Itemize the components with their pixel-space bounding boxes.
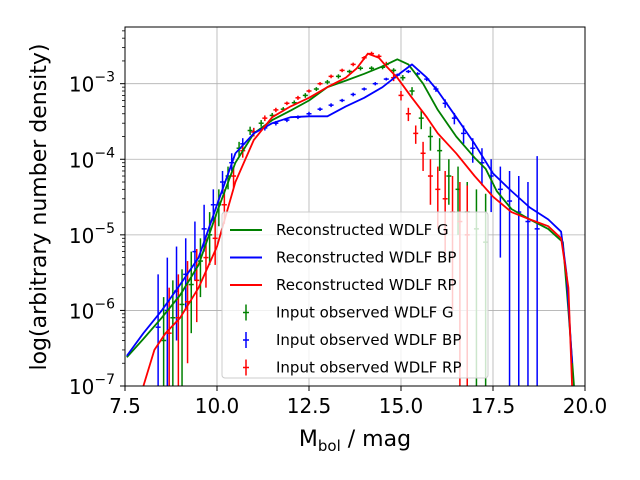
errorbar-point — [339, 98, 345, 103]
y-tick-label: 10−4 — [69, 145, 115, 172]
legend-entry: Input observed WDLF BP — [243, 331, 461, 349]
legend-label: Reconstructed WDLF G — [276, 221, 449, 239]
x-tick-label: 20.0 — [563, 394, 608, 418]
errorbar-point — [328, 74, 334, 79]
errorbar-point — [306, 89, 312, 93]
errorbar-point — [302, 93, 308, 98]
legend-entry: Input observed WDLF G — [243, 304, 454, 322]
errorbar-point — [497, 166, 503, 258]
errorbar-point — [284, 101, 290, 106]
errorbar-point — [398, 91, 404, 101]
errorbar-point — [317, 82, 323, 86]
errorbar-point — [405, 69, 411, 74]
legend-label: Input observed WDLF G — [276, 304, 454, 322]
y-axis: 10−7 10−6 10−5 10−4 10−3 — [69, 30, 125, 399]
errorbar-point — [427, 126, 433, 151]
series-line — [126, 58, 575, 386]
errorbar-point — [155, 274, 161, 386]
y-tick-label: 10−3 — [69, 70, 115, 97]
errorbar-point — [335, 74, 341, 79]
y-tick-label: 10−7 — [69, 372, 115, 399]
legend-entry: Reconstructed WDLF RP — [230, 276, 457, 294]
errorbar-point — [295, 95, 301, 100]
errorbar-point — [516, 176, 522, 386]
y-axis-label: log(arbitrary number density) — [27, 43, 52, 370]
errorbar-point — [324, 79, 330, 85]
errorbar-point — [391, 68, 397, 73]
errorbar-point — [446, 159, 452, 205]
series-layer — [126, 51, 575, 386]
errorbar-point — [400, 75, 406, 81]
errorbar-point — [369, 66, 375, 71]
errorbar-point — [247, 126, 253, 135]
errorbar-point — [258, 120, 264, 127]
x-tick-label: 10.0 — [195, 394, 240, 418]
errorbar-point — [317, 107, 323, 112]
x-tick-label: 17.5 — [471, 394, 516, 418]
errorbar-point — [372, 82, 378, 86]
x-axis: 7.5 10.0 12.5 15.0 17.5 20.0 — [109, 386, 607, 418]
errorbar-point — [212, 217, 218, 265]
y-tick-label: 10−5 — [69, 221, 115, 248]
legend-entry: Input observed WDLF RP — [243, 359, 462, 377]
errorbar-point — [313, 87, 319, 92]
errorbar-point — [409, 87, 415, 96]
legend: Reconstructed WDLF G Reconstructed WDLF B… — [221, 211, 489, 379]
errorbar-point — [350, 92, 356, 97]
errorbar-point — [418, 109, 424, 130]
errorbar-point — [166, 287, 172, 386]
series-line — [142, 52, 573, 386]
legend-entry: Reconstructed WDLF G — [230, 221, 449, 239]
errorbar-point — [188, 251, 194, 334]
errorbar-point — [339, 68, 345, 73]
errorbar-point — [525, 182, 531, 386]
x-tick-label: 7.5 — [109, 394, 141, 418]
x-tick-label: 15.0 — [379, 394, 424, 418]
errorbar-point — [405, 107, 411, 122]
series-line — [126, 63, 573, 364]
errorbar-point — [179, 269, 185, 386]
errorbar-point — [328, 103, 334, 108]
errorbar-point — [383, 77, 389, 81]
legend-label: Reconstructed WDLF RP — [276, 276, 457, 294]
legend-label: Input observed WDLF RP — [276, 359, 462, 377]
errorbar-point — [427, 159, 433, 205]
legend-label: Reconstructed WDLF BP — [276, 249, 456, 267]
errorbar-point — [358, 66, 364, 71]
x-tick-label: 12.5 — [287, 394, 332, 418]
legend-entry: Reconstructed WDLF BP — [230, 249, 456, 267]
errorbar-point — [437, 138, 443, 171]
errorbar-point — [273, 107, 279, 113]
errorbar-point — [346, 69, 352, 74]
errorbar-point — [420, 141, 426, 171]
errorbar-point — [170, 280, 176, 386]
plot-frame — [124, 26, 586, 387]
errorbar-point — [534, 156, 540, 386]
errorbar-point — [262, 115, 268, 122]
legend-box — [221, 211, 489, 379]
errorbar-point — [350, 62, 356, 67]
errorbar-point — [161, 297, 167, 386]
errorbar-point — [361, 87, 367, 91]
errorbar-point — [413, 125, 419, 144]
errorbar-point — [306, 111, 312, 116]
y-tick-label: 10−6 — [69, 296, 115, 323]
x-axis-label: Mbol / mag — [299, 427, 411, 455]
legend-label: Input observed WDLF BP — [276, 331, 461, 349]
